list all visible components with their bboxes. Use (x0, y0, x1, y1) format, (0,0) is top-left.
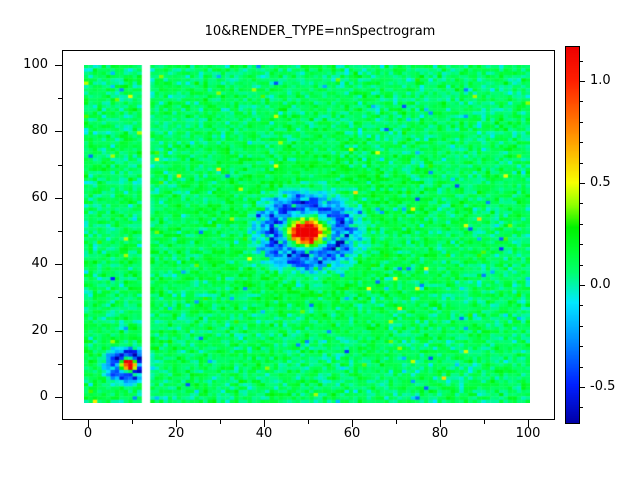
x-tick-label: 20 (167, 426, 185, 441)
x-axis-major-tick (440, 420, 441, 427)
x-axis-minor-tick (396, 420, 397, 424)
y-tick-label: 100 (23, 57, 48, 72)
y-tick-label: 20 (31, 323, 48, 338)
colorbar-tick-label: 0.5 (590, 175, 611, 190)
colorbar-minor-tick (580, 265, 583, 266)
colorbar-tick-label: 1.0 (590, 73, 611, 88)
colorbar-minor-tick (580, 224, 583, 225)
y-axis-major-tick (55, 331, 62, 332)
colorbar-canvas (565, 46, 580, 424)
y-tick-label: 40 (31, 256, 48, 271)
colorbar-minor-tick (580, 346, 583, 347)
x-axis-minor-tick (132, 420, 133, 424)
colorbar-minor-tick (580, 244, 583, 245)
y-axis-major-tick (55, 198, 62, 199)
x-tick-label: 0 (83, 426, 93, 441)
x-axis-major-tick (352, 420, 353, 427)
y-tick-label: 80 (31, 123, 48, 138)
x-axis-minor-tick (220, 420, 221, 424)
colorbar-minor-tick (580, 122, 583, 123)
x-axis-major-tick (176, 420, 177, 427)
y-axis-major-tick (55, 131, 62, 132)
y-axis-minor-tick (58, 98, 62, 99)
y-axis-major-tick (55, 264, 62, 265)
x-axis-minor-tick (484, 420, 485, 424)
y-axis-major-tick (55, 65, 62, 66)
x-axis-minor-tick (308, 420, 309, 424)
colorbar-tick-label: 0.0 (590, 277, 611, 292)
x-axis-major-tick (88, 420, 89, 427)
colorbar-minor-tick (580, 163, 583, 164)
colorbar-major-tick (580, 81, 585, 82)
plot-frame (62, 50, 555, 420)
colorbar-minor-tick (580, 367, 583, 368)
x-axis-major-tick (264, 420, 265, 427)
y-tick-label: 60 (31, 190, 48, 205)
colorbar-major-tick (580, 285, 585, 286)
colorbar-minor-tick (580, 305, 583, 306)
colorbar-major-tick (580, 183, 585, 184)
y-axis-minor-tick (58, 297, 62, 298)
colorbar-minor-tick (580, 203, 583, 204)
x-tick-label: 40 (255, 426, 273, 441)
x-tick-label: 80 (431, 426, 449, 441)
colorbar-minor-tick (580, 326, 583, 327)
x-tick-label: 100 (515, 426, 541, 441)
y-axis-minor-tick (58, 165, 62, 166)
colorbar-minor-tick (580, 407, 583, 408)
x-tick-label: 60 (343, 426, 361, 441)
x-axis-major-tick (528, 420, 529, 427)
colorbar-minor-tick (580, 101, 583, 102)
colorbar-major-tick (580, 387, 585, 388)
colorbar-minor-tick (580, 61, 583, 62)
y-axis-minor-tick (58, 231, 62, 232)
plot-title: 10&RENDER_TYPE=nnSpectrogram (204, 24, 436, 39)
colorbar-tick-label: -0.5 (590, 379, 616, 394)
y-axis-minor-tick (58, 364, 62, 365)
y-tick-label: 0 (39, 389, 48, 404)
y-axis-major-tick (55, 397, 62, 398)
heatmap-canvas (84, 65, 530, 403)
colorbar-minor-tick (580, 142, 583, 143)
